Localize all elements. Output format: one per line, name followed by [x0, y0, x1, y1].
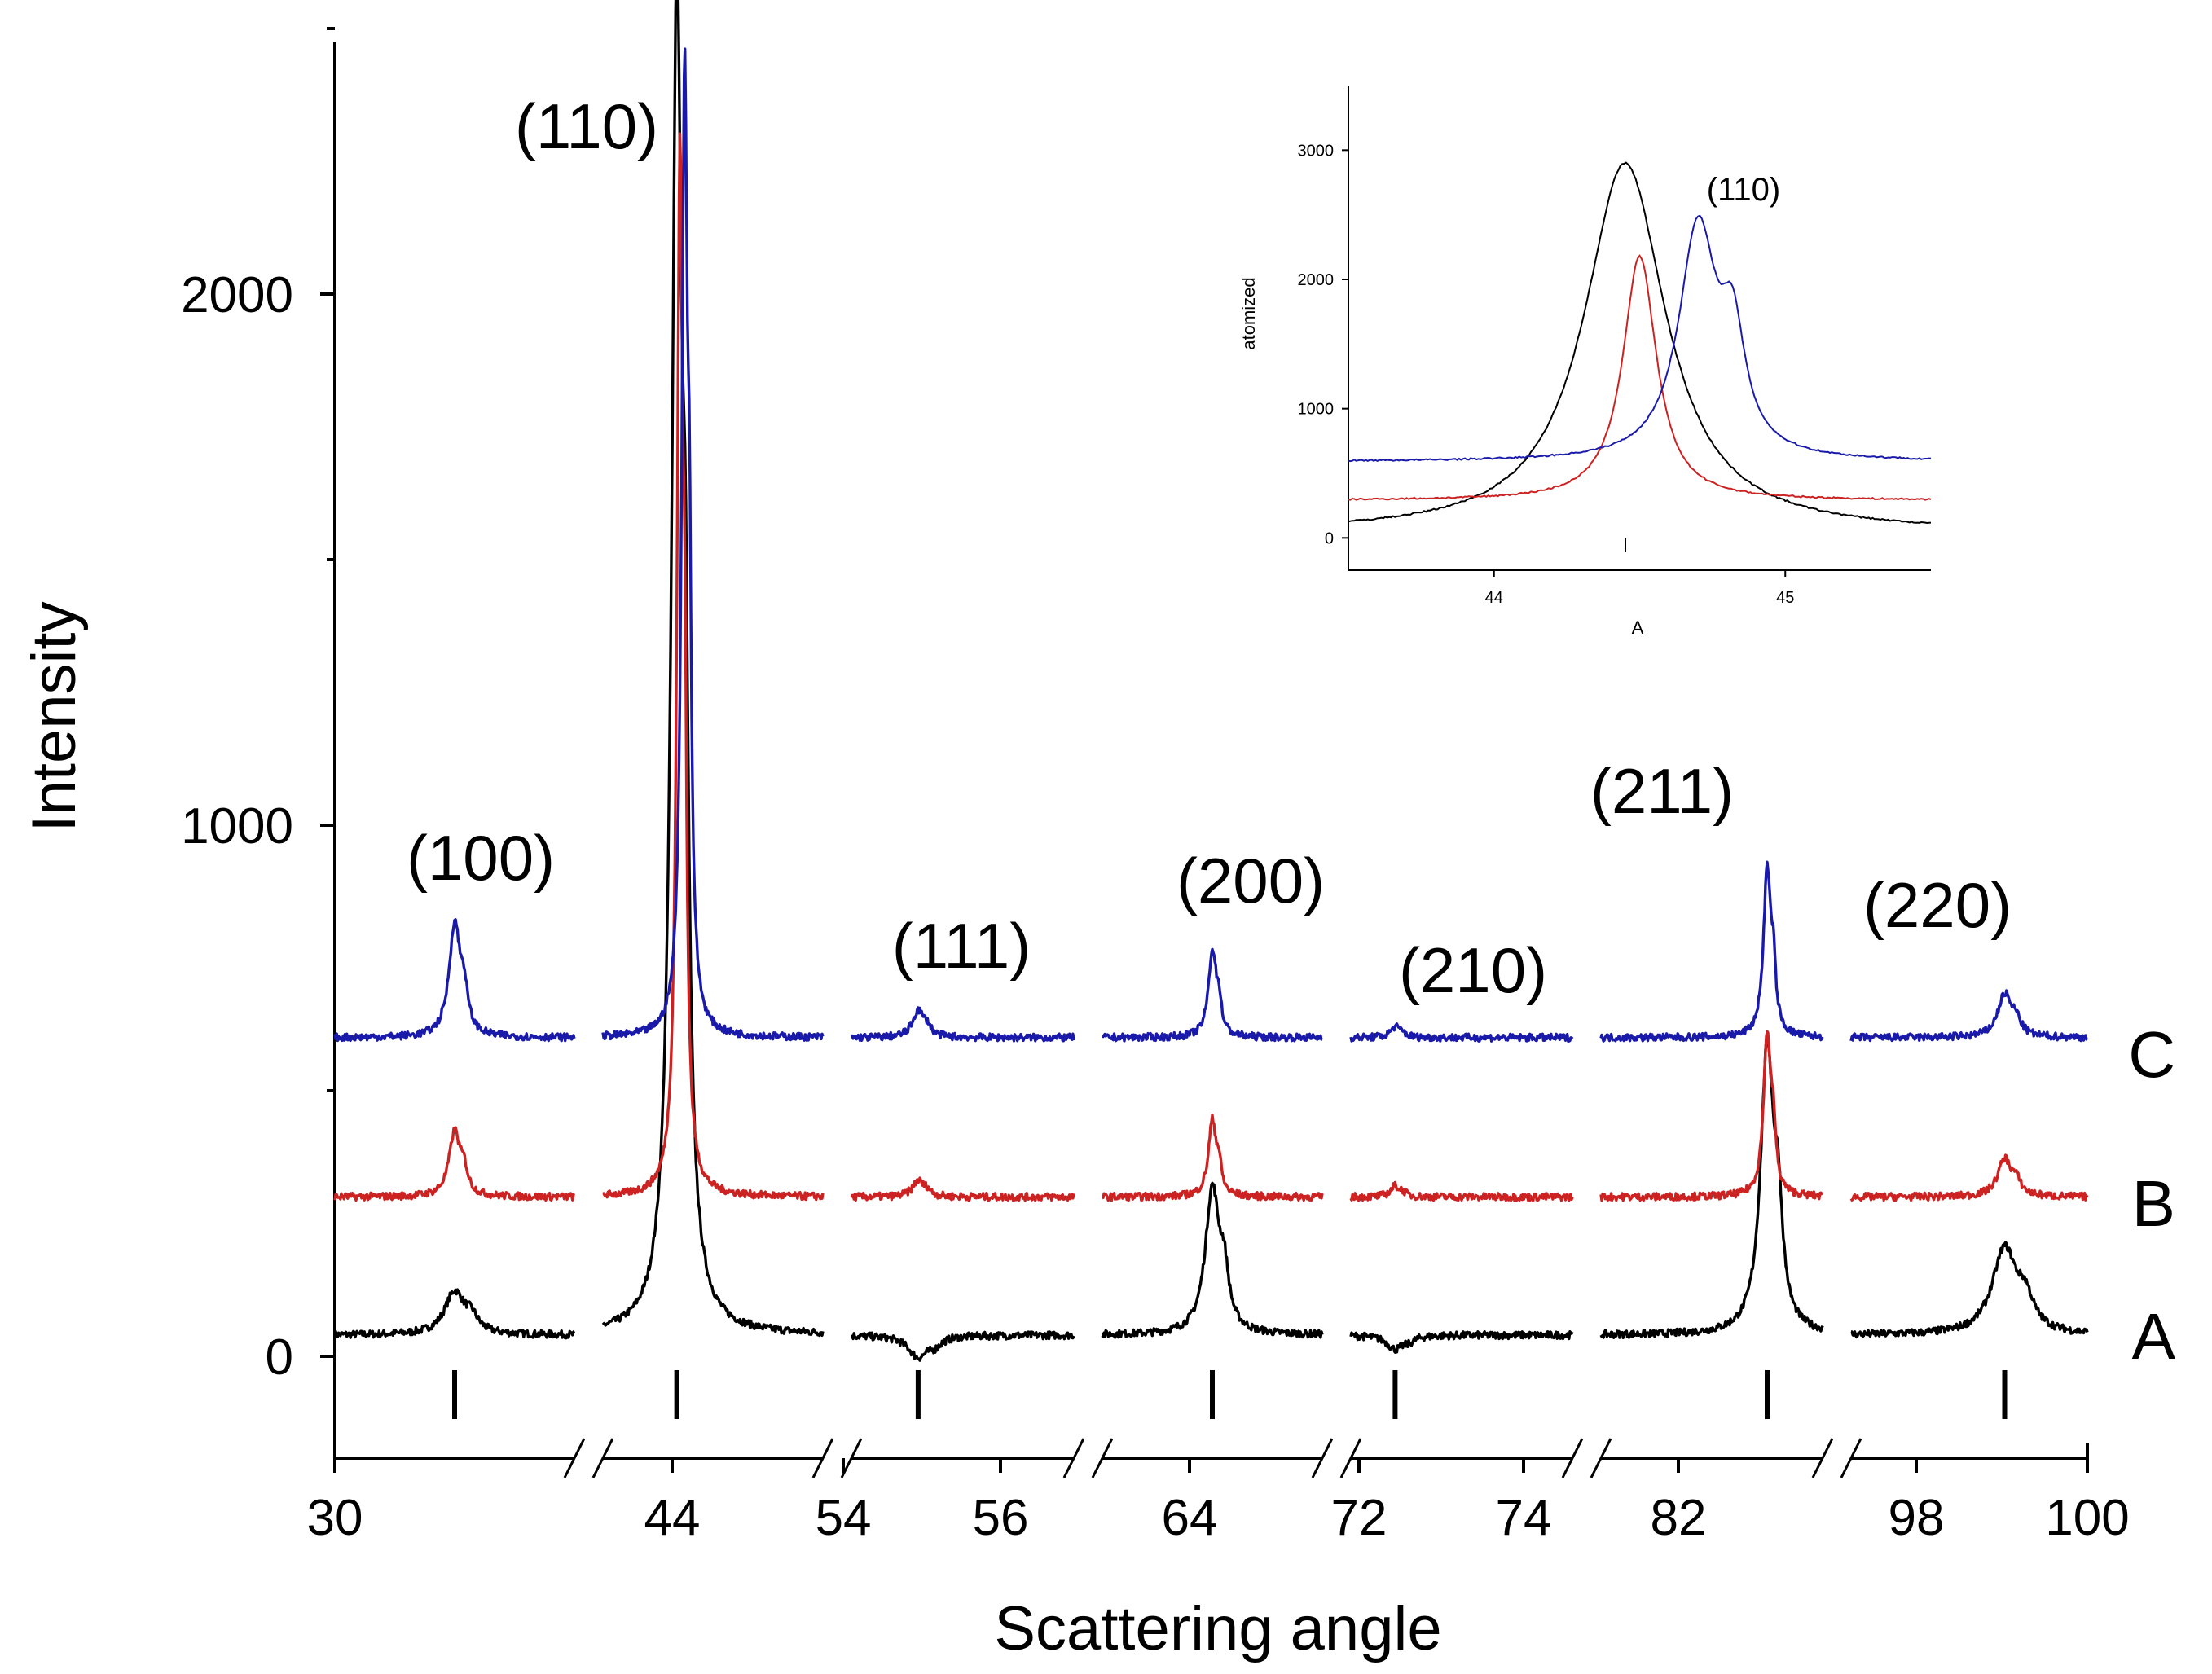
x-tick-label: 98	[1889, 1490, 1945, 1546]
series-a-trace	[851, 1330, 1075, 1362]
x-tick-label: 56	[973, 1490, 1029, 1546]
axis-break-mark	[811, 1438, 834, 1478]
inset-series-b-trace	[1348, 254, 1932, 501]
inset-y-axis-title: atomized	[1238, 277, 1259, 349]
series-b-trace	[602, 132, 825, 1202]
axis-break-mark	[1561, 1438, 1584, 1478]
series-a-trace	[1101, 1181, 1324, 1339]
x-tick-label: 74	[1496, 1490, 1552, 1546]
y-tick-label: 0	[266, 1329, 293, 1386]
peak-labels: (100) (110) (111) (200) (210) (211) (220…	[407, 90, 2012, 1006]
series-b-trace	[1349, 1180, 1574, 1202]
x-axis: 30 44 54 56 64 72 74 82 98 100	[307, 1438, 2130, 1546]
y-tick-label: 1000	[181, 798, 293, 855]
inset-lines	[1348, 161, 1932, 525]
inset-series-a-trace	[1348, 161, 1932, 525]
inset-y-tick-label: 2000	[1298, 271, 1335, 289]
series-c-trace	[1599, 860, 1824, 1043]
x-tick-label: 64	[1162, 1490, 1218, 1546]
peak-label-211: (211)	[1590, 755, 1734, 827]
series-b-trace	[1102, 1114, 1324, 1202]
peak-label-210: (210)	[1399, 934, 1547, 1006]
series-label-c: C	[2128, 1018, 2175, 1091]
axis-break-mark	[1062, 1438, 1085, 1478]
x-tick-label: 100	[2045, 1490, 2129, 1546]
series-label-b: B	[2132, 1167, 2175, 1240]
series-c-trace	[333, 918, 576, 1043]
peak-label-111: (111)	[892, 910, 1031, 982]
series-c-trace	[601, 47, 825, 1042]
series-b-trace	[850, 1176, 1075, 1202]
x-tick-label: 54	[816, 1490, 872, 1546]
inset-y-tick-label: 1000	[1298, 401, 1335, 419]
axis-break-mark	[563, 1438, 586, 1478]
inset-series-c-trace	[1348, 214, 1932, 463]
series-b-trace	[1599, 1030, 1824, 1202]
axis-break-mark	[1311, 1438, 1334, 1478]
series-a-trace	[1599, 1033, 1824, 1339]
series-c-trace	[1849, 989, 2089, 1043]
y-tick-label: 2000	[181, 267, 293, 323]
x-tick-label: 82	[1651, 1490, 1707, 1546]
x-tick-label: 30	[307, 1490, 363, 1546]
inset-x-tick-label: 45	[1776, 589, 1794, 607]
series-a-trace	[1850, 1241, 2089, 1339]
inset-peak-label: (110)	[1707, 172, 1780, 208]
inset-chart: 0 1000 2000 3000 44 45 A atomized (110)	[1238, 86, 1932, 638]
inset-x-axis-title: A	[1632, 617, 1644, 638]
series-a-trace	[333, 1288, 576, 1340]
peak-label-100: (100)	[407, 822, 555, 894]
series-label-a: A	[2132, 1300, 2176, 1373]
series-c-trace	[1349, 1022, 1574, 1043]
x-tick-label: 44	[644, 1490, 701, 1546]
x-axis-title: Scattering angle	[994, 1594, 1441, 1663]
series-c-trace	[850, 1006, 1075, 1043]
reference-markers	[452, 1370, 2008, 1419]
inset-x-tick-label: 44	[1485, 589, 1503, 607]
series-b-trace	[1849, 1153, 2089, 1202]
inset-ticks: 0 1000 2000 3000 44 45	[1298, 142, 1795, 607]
y-axis-title: Intensity	[20, 601, 89, 832]
series-b-trace	[333, 1126, 576, 1202]
series-lines	[333, 0, 2089, 1362]
series-a-trace	[601, 0, 825, 1338]
peak-label-110: (110)	[515, 90, 658, 162]
series-a-trace	[1349, 1330, 1574, 1354]
series-c-trace	[1102, 947, 1323, 1043]
inset-y-tick-label: 3000	[1298, 142, 1335, 160]
peak-label-220: (220)	[1863, 869, 2012, 941]
x-tick-label: 72	[1331, 1490, 1387, 1546]
axis-break-mark	[1811, 1438, 1834, 1478]
y-ticks: 0 1000 2000	[181, 27, 335, 1386]
peak-label-200: (200)	[1176, 845, 1325, 916]
inset-y-tick-label: 0	[1325, 529, 1334, 547]
